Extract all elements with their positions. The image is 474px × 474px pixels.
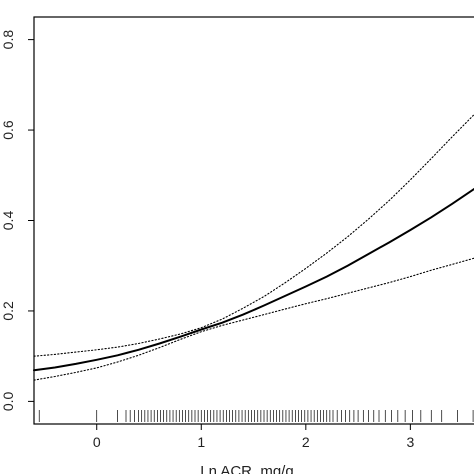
x-tick-label: 3 <box>406 434 414 450</box>
x-axis-label: Ln ACR, mg/g <box>200 463 293 474</box>
rug-group <box>38 410 474 422</box>
plot-box <box>33 16 474 425</box>
series-group <box>33 113 474 381</box>
x-tick-label: 2 <box>302 434 310 450</box>
y-tick-label: 0.4 <box>0 211 16 231</box>
y-tick-label: 0.0 <box>0 391 16 411</box>
x-tick-label: 0 <box>93 434 101 450</box>
y-tick-label: 0.6 <box>0 120 16 140</box>
x-tick-label: 1 <box>197 434 205 450</box>
y-tick-label: 0.8 <box>0 30 16 50</box>
fit-line <box>33 187 474 372</box>
y-tick-label: 0.2 <box>0 301 16 321</box>
ci-line <box>33 257 474 381</box>
y-axis: 0.0 0.2 0.4 0.6 0.8 <box>0 30 34 411</box>
x-axis: 0 1 2 3 <box>93 424 414 450</box>
